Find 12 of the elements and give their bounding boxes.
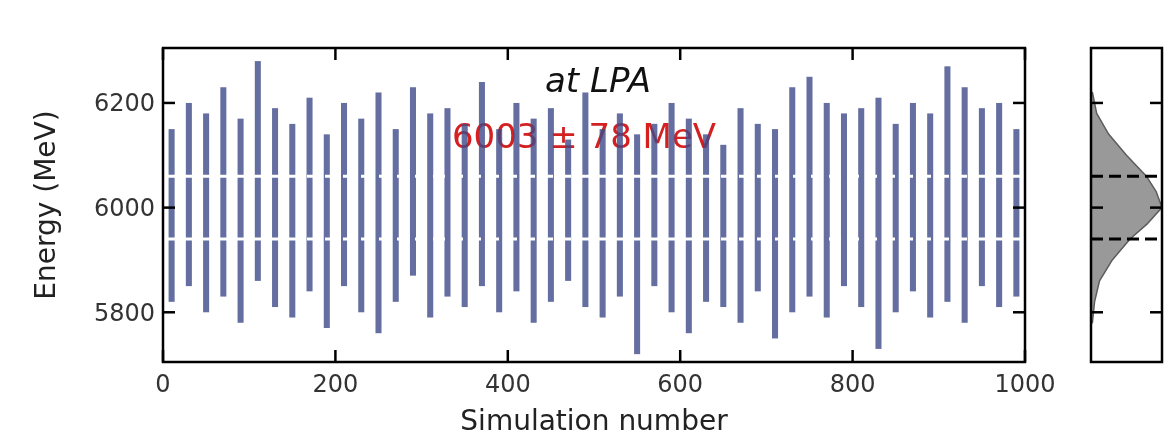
x-tick-label: 0	[155, 370, 171, 398]
annotation: at LPA	[545, 60, 651, 100]
y-tick-label: 6200	[93, 89, 155, 118]
y-tick-label: 5800	[93, 298, 155, 327]
x-tick-label: 800	[829, 370, 876, 398]
x-tick-label: 200	[312, 370, 359, 398]
y-tick-label: 6000	[93, 194, 155, 223]
x-tick-label: 600	[657, 370, 704, 398]
x-tick-label: 400	[484, 370, 531, 398]
y-axis-title: Energy (MeV)	[29, 110, 62, 300]
x-tick-label: 1000	[994, 370, 1056, 398]
x-axis-title: Simulation number	[460, 404, 729, 437]
